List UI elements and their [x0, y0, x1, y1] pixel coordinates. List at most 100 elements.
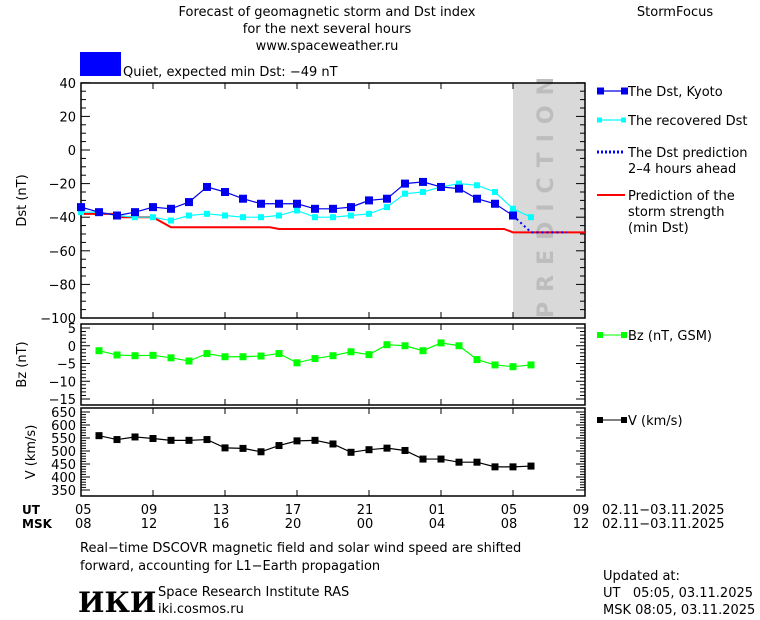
bz-point [401, 342, 409, 350]
status-text: Quiet, expected min Dst: −49 nT [123, 65, 338, 80]
legend-marker [597, 117, 602, 123]
solar-wind-speed-point [221, 444, 229, 452]
legend-marker [597, 417, 603, 423]
recovered-dst-point [258, 214, 264, 221]
legend-label: storm strength [628, 205, 725, 220]
solar-wind-speed-point [95, 432, 103, 440]
dst-kyoto-point [473, 194, 481, 203]
solar-wind-speed-point [383, 444, 391, 452]
msk-tick-label: 00 [357, 517, 374, 532]
dst-prediction-line [512, 214, 567, 234]
dst-kyoto-point [275, 199, 283, 208]
y-tick-label: 0 [68, 144, 76, 159]
recovered-dst-point [384, 204, 390, 211]
recovered-dst-point [402, 190, 408, 197]
bz-point [365, 351, 373, 359]
bz-point [311, 355, 319, 363]
ut-tick-label: 13 [213, 503, 230, 518]
y-tick-label: 20 [59, 110, 76, 125]
recovered-dst-point [366, 210, 372, 217]
bz-point [131, 352, 139, 360]
recovered-dst-point [240, 214, 246, 221]
ut-tick-label: 05 [75, 503, 92, 518]
bz-point [167, 354, 175, 362]
y-tick-label: 0 [68, 340, 76, 355]
solar-wind-speed-point [311, 436, 319, 444]
msk-label: MSK [22, 517, 53, 531]
bz-point [203, 350, 211, 358]
solar-wind-speed-point [113, 436, 121, 444]
y-axis-label: Dst (nT) [15, 174, 30, 226]
dst-kyoto-point [329, 204, 337, 213]
bz-point [221, 353, 229, 361]
recovered-dst-point [168, 217, 174, 224]
legend-marker [597, 87, 604, 95]
y-tick-label: 450 [51, 458, 76, 473]
dst-kyoto-point [491, 199, 499, 208]
dst-kyoto-point [347, 203, 355, 212]
title-line-2: for the next several hours [243, 22, 412, 37]
updated-msk: MSK 08:05, 03.11.2025 [603, 603, 755, 618]
recovered-dst-point [186, 212, 192, 219]
msk-tick-label: 04 [429, 517, 446, 532]
bz-point [455, 342, 463, 350]
legend-label: (min Dst) [628, 221, 689, 236]
prediction-region [513, 83, 585, 318]
legend-marker [621, 332, 627, 338]
solar-wind-speed-point [293, 437, 301, 445]
solar-wind-speed-point [491, 463, 499, 471]
dst-kyoto-point [293, 199, 301, 208]
solar-wind-speed-point [437, 455, 445, 463]
y-tick-label: −100 [40, 312, 76, 327]
legend-marker [597, 332, 603, 338]
recovered-dst-point [312, 214, 318, 221]
note-line-1: Real−time DSCOVR magnetic field and sola… [80, 541, 521, 556]
recovered-dst-point [510, 205, 516, 212]
institute-site[interactable]: iki.cosmos.ru [158, 602, 244, 617]
msk-tick-label: 16 [213, 517, 230, 532]
legend-label: The Dst prediction [627, 146, 748, 161]
institute-name: Space Research Institute RAS [158, 585, 349, 600]
ut-tick-label: 09 [141, 503, 158, 518]
msk-tick-label: 08 [501, 517, 518, 532]
solar-wind-speed-point [329, 440, 337, 448]
y-tick-label: 400 [51, 471, 76, 486]
dst-kyoto-point [239, 194, 247, 203]
msk-tick-label: 12 [141, 517, 158, 532]
dst-kyoto-point [365, 196, 373, 205]
y-tick-label: −15 [49, 393, 76, 408]
ut-tick-label: 17 [285, 503, 302, 518]
bz-point [95, 347, 103, 355]
iki-logo: ИКИ [78, 586, 156, 619]
dst-kyoto-point [203, 182, 211, 191]
recovered-dst-point [456, 180, 462, 187]
solar-wind-speed-point [239, 444, 247, 452]
bz-point [473, 356, 481, 364]
bz-point [293, 359, 301, 367]
brand-name: StormFocus [637, 5, 713, 20]
updated-ut: UT 05:05, 03.11.2025 [603, 586, 753, 601]
y-tick-label: −5 [57, 358, 76, 373]
dst-kyoto-point [131, 208, 139, 217]
recovered-dst-point [150, 214, 156, 221]
ut-tick-label: 05 [501, 503, 518, 518]
recovered-dst-point [294, 207, 300, 214]
y-tick-label: −60 [49, 245, 76, 260]
bz-point [383, 341, 391, 349]
bz-line [98, 342, 532, 368]
y-tick-label: 500 [51, 445, 76, 460]
recovered-dst-point [330, 214, 336, 221]
bz-point [275, 350, 283, 358]
bz-point [437, 339, 445, 347]
solar-wind-speed-point [473, 458, 481, 466]
solar-wind-speed-point [419, 455, 427, 463]
title-line-3: www.spaceweather.ru [256, 39, 399, 54]
y-tick-label: −10 [49, 375, 76, 390]
legend-label: The Dst, Kyoto [627, 85, 723, 100]
dst-kyoto-point [401, 179, 409, 188]
dst-kyoto-point [419, 177, 427, 186]
y-tick-label: 650 [51, 406, 76, 421]
dst-kyoto-point [95, 208, 103, 217]
bz-point [329, 352, 337, 360]
solar-wind-speed-point [509, 463, 517, 471]
